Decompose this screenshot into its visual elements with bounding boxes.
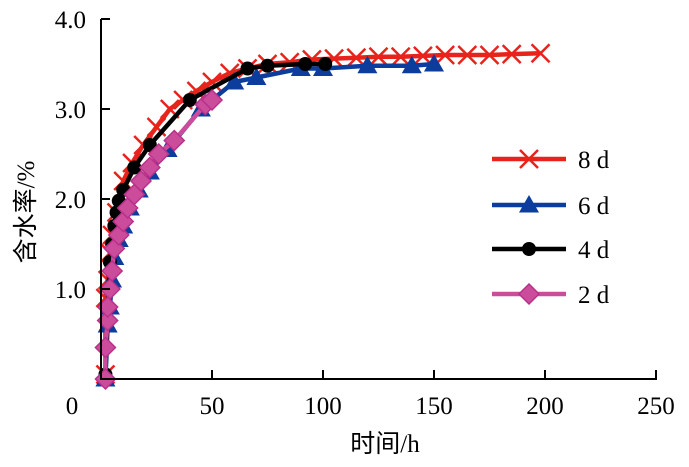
- data-point-diamond: [94, 336, 117, 359]
- data-point-triangle: [357, 55, 378, 74]
- data-point-circle: [240, 61, 255, 76]
- data-point-triangle: [224, 72, 245, 90]
- legend-item: 2 d: [492, 282, 610, 309]
- series-line: [103, 61, 326, 375]
- legend: 8 d 6 d 4 d 2 d: [492, 147, 610, 309]
- data-point-x: [435, 45, 455, 65]
- x-tick-label: 250: [637, 393, 675, 420]
- data-point-circle: [260, 58, 275, 73]
- data-point-diamond: [517, 282, 541, 306]
- data-point-triangle: [424, 54, 444, 72]
- data-point-circle: [522, 242, 536, 256]
- data-point-circle: [318, 57, 333, 71]
- data-point-circle: [182, 93, 197, 107]
- series-line: [103, 50, 541, 375]
- x-axis-label: 时间/h: [350, 430, 420, 458]
- data-point-x: [457, 45, 478, 65]
- legend-item: 6 d: [492, 193, 610, 220]
- legend-label: 4 d: [578, 237, 610, 264]
- data-point-x: [390, 46, 411, 67]
- data-point-x: [479, 45, 500, 65]
- x-tick-label: 0: [66, 393, 79, 420]
- data-point-diamond: [129, 169, 153, 193]
- legend-label: 6 d: [578, 193, 610, 220]
- legend-item: 4 d: [492, 237, 610, 264]
- data-point-circle: [298, 57, 313, 71]
- x-tick-label: 150: [415, 393, 453, 420]
- data-point-triangle: [519, 195, 539, 213]
- data-point-triangle: [401, 55, 422, 74]
- data-point-diamond: [200, 88, 224, 112]
- data-point-diamond: [107, 223, 130, 247]
- legend-item: 8 d: [492, 147, 610, 174]
- series-2d: [94, 88, 224, 391]
- y-axis-label: 含水率/%: [12, 161, 40, 264]
- data-point-diamond: [101, 259, 124, 283]
- y-tick-label: 1.0: [55, 277, 86, 304]
- data-point-x: [202, 72, 222, 92]
- plot-area: [94, 43, 551, 391]
- data-point-diamond: [138, 156, 161, 179]
- y-tick-label: 2.0: [55, 187, 86, 214]
- series-6d: [95, 54, 444, 387]
- x-tick-label: 50: [200, 393, 225, 420]
- data-point-triangle: [246, 67, 267, 85]
- series-line: [103, 61, 435, 380]
- data-point-diamond: [163, 129, 186, 152]
- x-tick-label: 200: [526, 393, 564, 420]
- data-point-circle: [127, 160, 142, 175]
- data-point-x: [413, 46, 433, 66]
- x-tick-label: 100: [304, 393, 342, 420]
- legend-label: 2 d: [578, 282, 610, 309]
- y-tick-label: 4.0: [55, 7, 86, 34]
- y-tick-label: 3.0: [55, 97, 86, 124]
- data-point-x: [519, 149, 539, 169]
- data-point-x: [530, 43, 551, 64]
- series-8d: [95, 43, 551, 385]
- legend-label: 8 d: [578, 147, 610, 174]
- data-point-x: [501, 44, 522, 64]
- data-point-diamond: [147, 142, 170, 166]
- data-point-x: [346, 47, 367, 68]
- data-point-x: [368, 46, 389, 67]
